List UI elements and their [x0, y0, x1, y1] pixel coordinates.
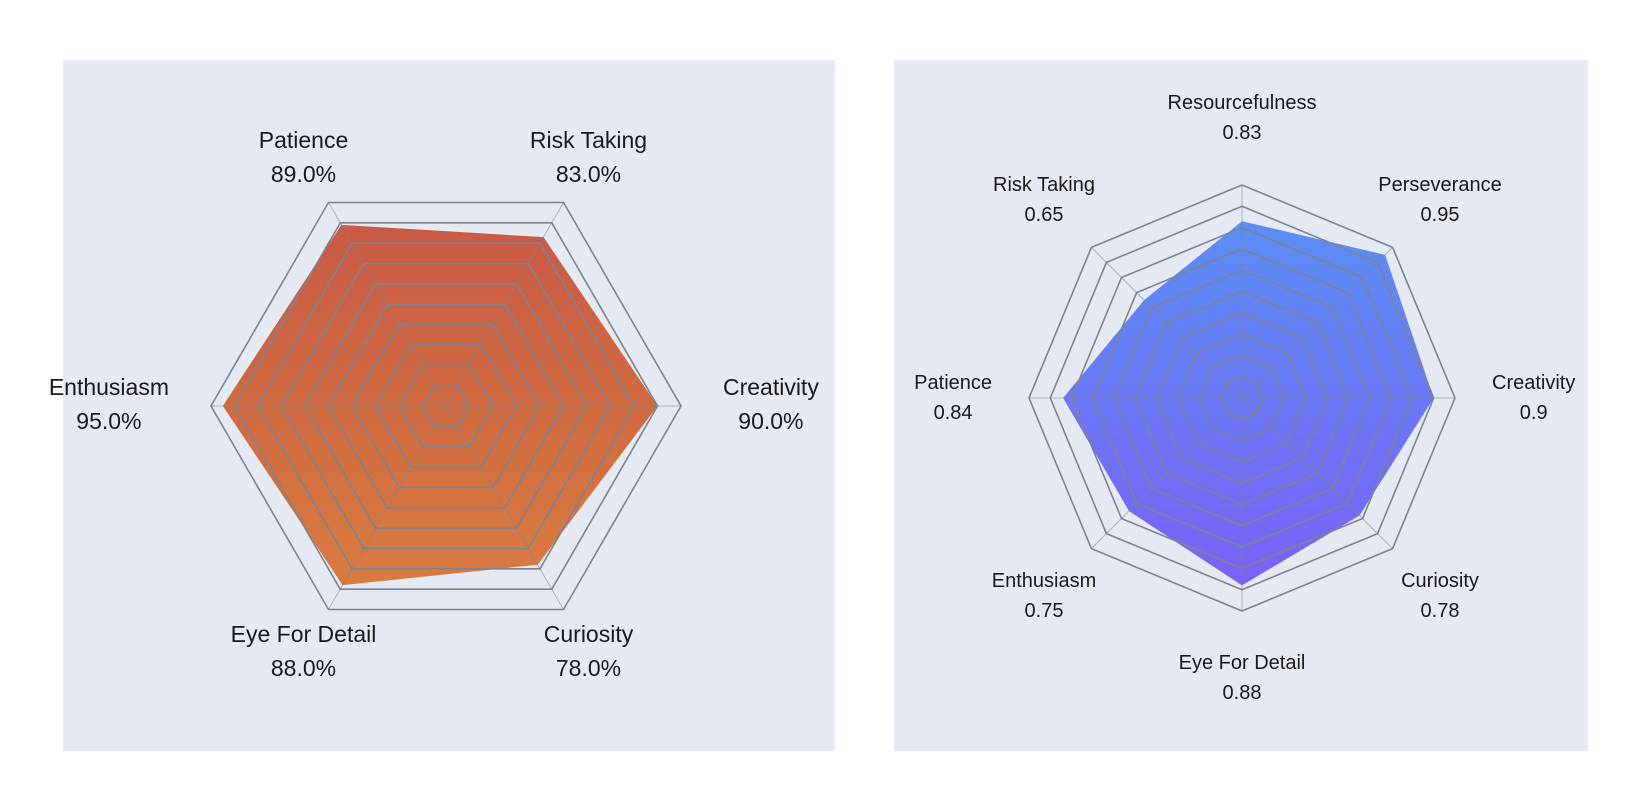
axis-label-risk-taking: Risk Taking 0.65	[993, 174, 1095, 226]
axis-label-perseverance: Perseverance 0.95	[1378, 174, 1501, 226]
axis-label-enthusiasm: Enthusiasm 95.0%	[49, 374, 169, 434]
grid-spoke	[1091, 397, 1243, 549]
radar-svg-left: Creativity 90.0% Risk Taking 83.0% Patience 8…	[49, 127, 820, 681]
grid-spoke	[1241, 397, 1393, 549]
axis-name: Enthusiasm	[992, 570, 1097, 592]
axis-label-resourcefulness: Resourcefulness 0.83	[1168, 92, 1317, 144]
axis-label-curiosity: Curiosity 0.78	[1401, 570, 1479, 622]
axis-value-label: 0.65	[1025, 204, 1064, 226]
axis-name: Perseverance	[1378, 174, 1501, 196]
grid-spoke	[328, 202, 447, 407]
axis-label-eye-for-detail: Eye For Detail 88.0%	[231, 621, 377, 681]
axis-value-label: 0.75	[1025, 600, 1064, 622]
axis-name: Curiosity	[1401, 570, 1479, 592]
axis-value-label: 0.95	[1421, 204, 1460, 226]
grid-spoke	[1241, 247, 1393, 399]
axis-value-label: 0.9	[1520, 402, 1548, 424]
radar-chart-left: Creativity 90.0% Risk Taking 83.0% Patience 8…	[49, 60, 835, 751]
axis-name: Risk Taking	[530, 127, 647, 153]
axis-name: Patience	[259, 127, 349, 153]
axis-label-curiosity: Curiosity 78.0%	[544, 621, 634, 681]
axis-value-label: 0.84	[934, 402, 973, 424]
axis-name: Eye For Detail	[1179, 652, 1306, 674]
axis-name: Resourcefulness	[1168, 92, 1317, 114]
axis-name: Eye For Detail	[231, 621, 377, 647]
grid-spoke	[1091, 247, 1243, 399]
axis-label-enthusiasm: Enthusiasm 0.75	[992, 570, 1097, 622]
axis-name: Curiosity	[544, 621, 634, 647]
axis-label-patience: Patience 0.84	[914, 372, 992, 424]
axis-value-label: 88.0%	[271, 655, 336, 681]
radar-chart-right: Creativity 0.9 Perseverance 0.95 Resourceful…	[894, 60, 1588, 751]
axis-name: Creativity	[723, 374, 819, 400]
axis-value-label: 90.0%	[738, 408, 803, 434]
axis-name: Risk Taking	[993, 174, 1095, 196]
axis-value-label: 0.78	[1421, 600, 1460, 622]
grid-spoke	[445, 202, 564, 407]
axis-value-label: 0.83	[1223, 122, 1262, 144]
axis-label-eye-for-detail: Eye For Detail 0.88	[1179, 652, 1306, 704]
axis-value-label: 95.0%	[76, 408, 141, 434]
axis-name: Patience	[914, 372, 992, 394]
radar-area	[222, 224, 658, 586]
axis-value-label: 89.0%	[271, 161, 336, 187]
axis-label-creativity: Creativity 0.9	[1492, 372, 1575, 424]
axis-label-risk-taking: Risk Taking 83.0%	[530, 127, 647, 187]
axis-value-label: 83.0%	[556, 161, 621, 187]
axis-label-creativity: Creativity 90.0%	[723, 374, 819, 434]
axis-value-label: 78.0%	[556, 655, 621, 681]
axis-label-patience: Patience 89.0%	[259, 127, 349, 187]
axis-name: Creativity	[1492, 372, 1575, 394]
axis-value-label: 0.88	[1223, 682, 1262, 704]
radar-svg-right: Creativity 0.9 Perseverance 0.95 Resourceful…	[914, 92, 1575, 704]
axis-name: Enthusiasm	[49, 374, 169, 400]
grid-spoke	[328, 405, 447, 610]
grid-spoke	[445, 405, 564, 610]
